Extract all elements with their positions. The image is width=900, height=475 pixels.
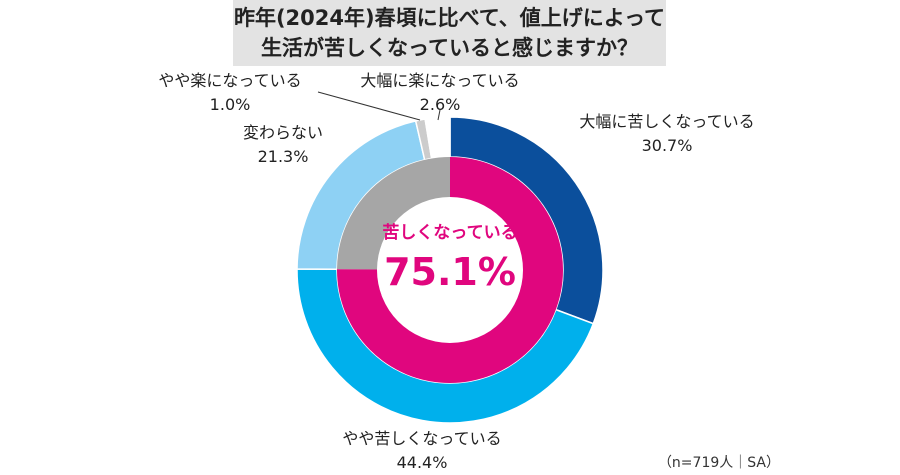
inner-ring xyxy=(336,157,563,384)
label-no-change: 変わらない 21.3% xyxy=(228,121,338,169)
leader-line-much-easier xyxy=(437,109,441,121)
label-slightly-easier-name: やや楽になっている xyxy=(158,71,302,90)
label-slightly-harder: やや苦しくなっている 44.4% xyxy=(322,427,522,475)
leader-line-slightly-easier xyxy=(317,91,421,121)
label-much-easier-value: 2.6% xyxy=(419,95,461,114)
center-label: 苦しくなっている 75.1% xyxy=(370,220,530,298)
label-much-easier: 大幅に楽になっている 2.6% xyxy=(340,69,540,117)
label-much-harder: 大幅に苦しくなっている 30.7% xyxy=(572,110,762,158)
sample-note: （n=719人｜SA） xyxy=(657,455,780,471)
chart-title-line1: 昨年(2024年)春頃に比べて、値上げによって xyxy=(233,6,666,30)
label-no-change-name: 変わらない xyxy=(242,123,323,142)
label-slightly-easier-value: 1.0% xyxy=(209,95,251,114)
center-label-value: 75.1% xyxy=(384,250,516,294)
label-slightly-harder-name: やや苦しくなっている xyxy=(342,429,502,448)
chart-title-line2: 生活が苦しくなっていると感じますか？ xyxy=(261,36,638,60)
label-much-harder-value: 30.7% xyxy=(641,136,693,155)
chart-title: 昨年(2024年)春頃に比べて、値上げによって 生活が苦しくなっていると感じます… xyxy=(233,0,666,66)
label-no-change-value: 21.3% xyxy=(257,147,309,166)
inner-rest-segment xyxy=(337,157,450,270)
label-much-easier-name: 大幅に楽になっている xyxy=(360,71,520,90)
inner-harder-segment xyxy=(336,157,563,384)
center-label-caption: 苦しくなっている xyxy=(382,223,518,243)
label-slightly-harder-value: 44.4% xyxy=(396,453,448,472)
label-slightly-easier: やや楽になっている 1.0% xyxy=(150,69,310,117)
label-much-harder-name: 大幅に苦しくなっている xyxy=(579,112,755,131)
